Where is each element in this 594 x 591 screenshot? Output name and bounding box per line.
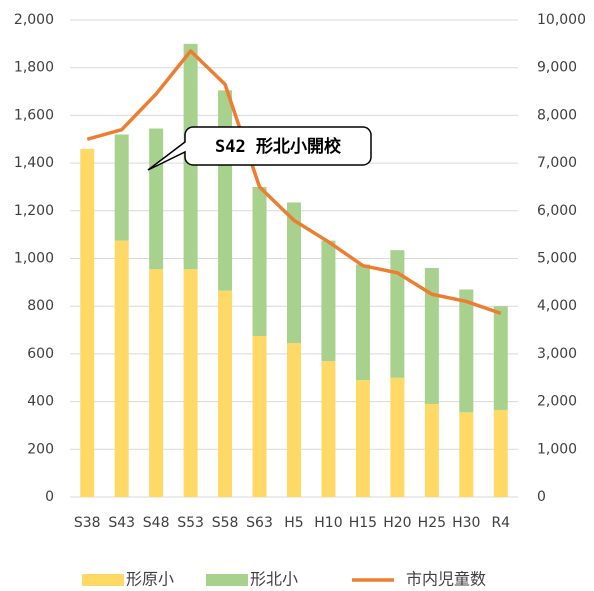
y-tick-label: 600	[27, 346, 54, 362]
bar	[252, 186, 267, 337]
y2-tick-label: 6,000	[537, 203, 577, 219]
bar	[183, 269, 198, 497]
y-tick-label: 800	[27, 298, 54, 314]
y2-tick-label: 9,000	[537, 60, 577, 76]
bar	[287, 202, 301, 344]
legend-label: 形原小	[126, 570, 174, 589]
bar	[149, 269, 164, 497]
x-tick-label: S53	[177, 515, 204, 531]
x-tick-label: H30	[452, 515, 480, 531]
legend-swatch	[206, 574, 248, 586]
bar	[114, 240, 129, 498]
y-tick-label: 2,000	[14, 12, 54, 28]
bar	[459, 412, 474, 497]
y2-tick-label: 1,000	[537, 441, 577, 457]
x-tick-label: S58	[212, 515, 239, 531]
bar	[218, 90, 233, 291]
bar	[424, 403, 439, 497]
y2-tick-label: 4,000	[537, 298, 577, 314]
x-tick-label: S38	[74, 515, 101, 531]
line	[86, 49, 502, 316]
bar	[390, 250, 405, 378]
y2-tick-label: 3,000	[537, 346, 577, 362]
y-tick-label: 1,200	[14, 203, 54, 219]
x-tick-label: S48	[143, 515, 170, 531]
x-tick-label: S63	[246, 515, 273, 531]
bar	[493, 409, 508, 497]
legend-label: 形北小	[250, 570, 298, 589]
y-tick-label: 0	[45, 489, 54, 505]
bar	[390, 377, 405, 497]
y-tick-label: 1,000	[14, 251, 54, 267]
bar	[218, 290, 233, 497]
x-tick-label: H5	[284, 515, 303, 531]
bar	[252, 336, 267, 497]
x-tick-label: H10	[314, 515, 342, 531]
bar	[355, 264, 370, 381]
y2-tick-label: 2,000	[537, 394, 577, 410]
bar	[149, 128, 164, 270]
legend-label: 市内児童数	[406, 570, 486, 589]
bar	[321, 240, 336, 362]
bar	[355, 380, 370, 497]
annotation: S42 形北小開校	[215, 136, 342, 157]
y2-tick-label: 5,000	[537, 251, 577, 267]
y2-tick-label: 8,000	[537, 107, 577, 123]
y-tick-label: 1,600	[14, 107, 54, 123]
bar	[80, 148, 95, 498]
y2-tick-label: 7,000	[537, 155, 577, 171]
y-tick-label: 200	[27, 441, 54, 457]
bar	[287, 343, 301, 497]
annotation-box	[147, 126, 372, 171]
x-tick-label: H25	[418, 515, 446, 531]
y-tick-label: 1,400	[14, 155, 54, 171]
y2-tick-label: 0	[537, 489, 546, 505]
bar	[114, 134, 129, 241]
y-tick-label: 1,800	[14, 60, 54, 76]
y-tick-label: 400	[27, 394, 54, 410]
x-tick-label: H20	[383, 515, 411, 531]
legend-swatch	[82, 574, 124, 586]
x-tick-label: R4	[491, 515, 510, 531]
x-tick-label: H15	[349, 515, 377, 531]
x-tick-label: S43	[108, 515, 135, 531]
y2-tick-label: 10,000	[537, 12, 586, 28]
bar	[424, 268, 439, 404]
bar	[321, 361, 336, 497]
bar	[459, 289, 474, 413]
bar	[493, 306, 508, 410]
